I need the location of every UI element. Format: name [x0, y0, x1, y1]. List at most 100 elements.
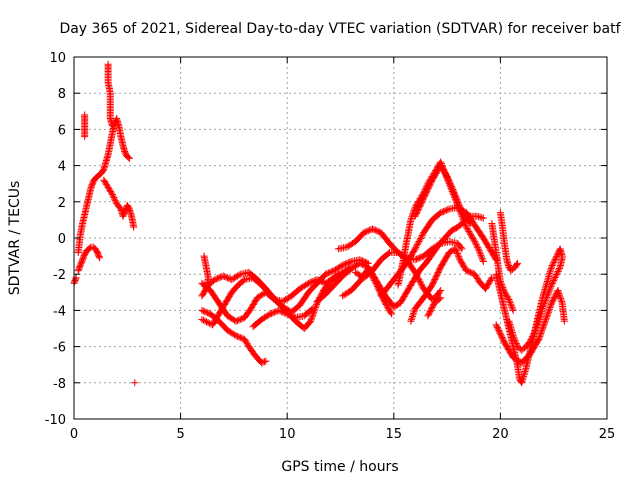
data-point [544, 290, 552, 298]
data-point [256, 292, 264, 300]
data-point [307, 278, 315, 286]
chart-title: Day 365 of 2021, Sidereal Day-to-day VTE… [59, 21, 621, 37]
data-point [412, 243, 420, 251]
data-point [201, 308, 209, 316]
data-point [360, 229, 368, 237]
data-point [407, 317, 415, 325]
data-point [472, 272, 480, 280]
data-point [258, 359, 266, 367]
data-point [512, 355, 520, 363]
data-point [474, 244, 482, 252]
data-point [545, 287, 553, 295]
data-point [363, 227, 371, 235]
data-point [356, 271, 364, 279]
data-point [501, 288, 509, 296]
data-point [533, 322, 541, 330]
data-point [269, 295, 277, 303]
data-point [359, 261, 367, 269]
data-point [343, 243, 351, 251]
data-point [457, 244, 465, 252]
data-point [214, 274, 222, 282]
data-point [340, 261, 348, 269]
data-point [415, 254, 423, 262]
y-tick-labels: -10 -8 -6 -4 -2 0 2 4 6 8 10 [45, 51, 66, 428]
y-axis-label: SDTVAR / TECUs [7, 181, 23, 296]
data-point [473, 242, 481, 250]
data-point [448, 183, 456, 191]
data-point [373, 227, 381, 235]
x-tick-label: 5 [176, 427, 184, 442]
data-point [447, 181, 455, 189]
data-point [412, 270, 420, 278]
data-point [545, 289, 553, 297]
data-point [388, 310, 396, 318]
data-point [263, 312, 271, 320]
data-point [357, 260, 365, 268]
data-point [552, 254, 560, 262]
data-point [473, 275, 481, 283]
data-point [361, 228, 369, 236]
data-point [471, 238, 479, 246]
data-point [531, 328, 539, 336]
data-point [541, 297, 549, 305]
data-point [463, 225, 471, 233]
data-point [556, 293, 564, 301]
data-point [370, 226, 378, 234]
data-point [334, 264, 342, 272]
data-point [324, 269, 332, 277]
data-point [361, 262, 369, 270]
data-point [322, 279, 330, 287]
y-tick-label: -2 [53, 268, 66, 283]
data-point [449, 185, 457, 193]
data-point [215, 274, 223, 282]
data-point [479, 258, 487, 266]
data-point [560, 317, 568, 325]
data-point [456, 203, 464, 211]
data-point [266, 310, 274, 318]
data-point [509, 332, 517, 340]
data-point [313, 276, 321, 284]
data-point [418, 282, 426, 290]
data-point [243, 340, 251, 348]
data-point [339, 261, 347, 269]
data-point [512, 338, 520, 346]
data-point [100, 176, 108, 184]
data-point [532, 323, 540, 331]
data-point [344, 259, 352, 267]
data-point [202, 308, 210, 316]
data-point [526, 337, 534, 345]
data-point [417, 233, 425, 241]
data-point [337, 262, 345, 270]
data-point [95, 253, 103, 261]
data-point [109, 192, 117, 200]
data-point [548, 261, 556, 269]
data-point [260, 314, 268, 322]
data-point [544, 310, 552, 318]
data-point [275, 306, 283, 314]
data-point [336, 263, 344, 271]
data-point [326, 277, 334, 285]
data-point [437, 209, 445, 217]
data-point [538, 326, 546, 334]
data-point [527, 336, 535, 344]
data-point [537, 329, 545, 337]
data-point [507, 300, 515, 308]
data-point [476, 248, 484, 256]
data-point [468, 269, 476, 277]
data-point [455, 201, 463, 209]
data-point [202, 285, 210, 293]
data-point [313, 301, 321, 309]
data-point [444, 174, 452, 182]
data-point [467, 230, 475, 238]
data-point [269, 309, 277, 317]
data-point [539, 323, 547, 331]
data-point [236, 315, 244, 323]
data-point [306, 279, 314, 287]
data-point [323, 278, 331, 286]
data-point [446, 180, 454, 188]
data-point [457, 206, 465, 214]
data-point [411, 268, 419, 276]
data-point [543, 293, 551, 301]
data-point [72, 275, 80, 283]
data-point [448, 184, 456, 192]
